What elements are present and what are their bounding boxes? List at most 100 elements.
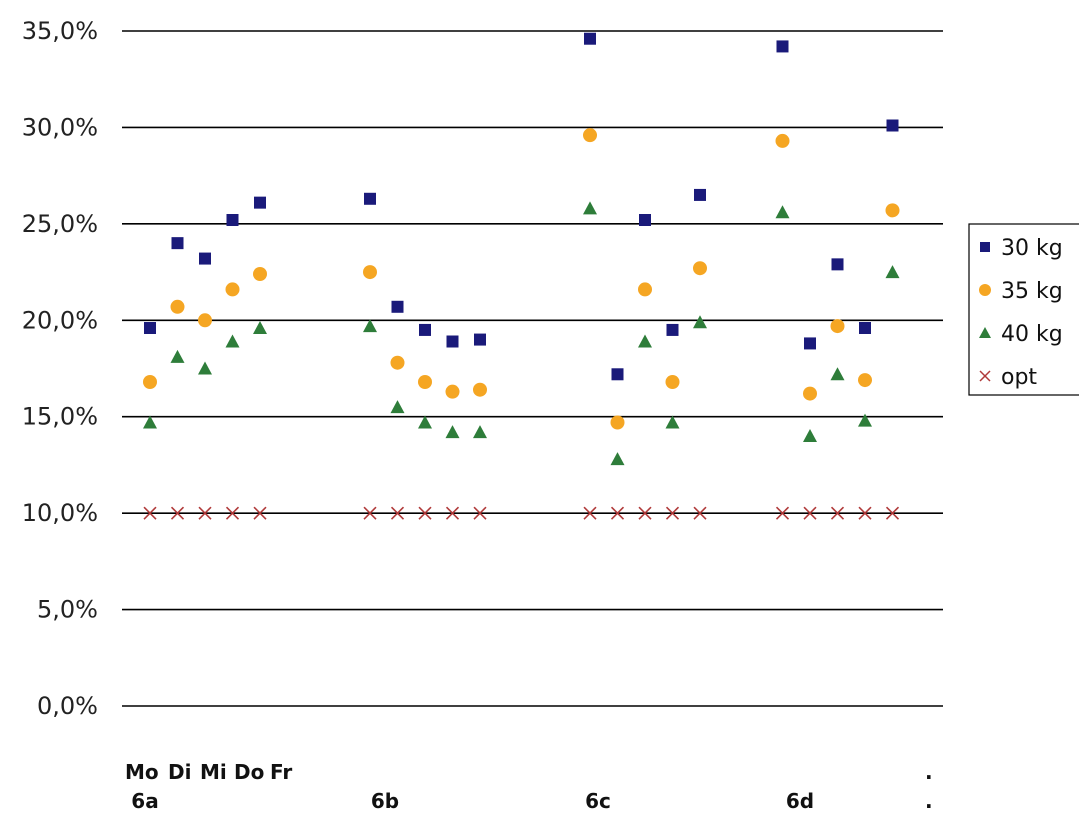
marker-x	[638, 506, 652, 520]
marker-x	[363, 506, 377, 520]
marker-triangle	[253, 321, 267, 334]
marker-x	[583, 506, 597, 520]
marker-triangle	[363, 319, 377, 333]
marker-square	[144, 322, 156, 334]
y-tick-label: 20,0%	[22, 306, 98, 334]
marker-triangle	[418, 415, 432, 429]
day-label: Do	[234, 760, 264, 784]
y-tick-label: 0,0%	[37, 692, 98, 720]
marker-triangle	[198, 361, 212, 375]
marker-triangle	[143, 415, 157, 429]
marker-circle	[143, 375, 157, 389]
marker-x	[858, 506, 872, 520]
marker-circle	[638, 282, 652, 297]
marker-square	[859, 322, 871, 334]
y-tick-label: 15,0%	[22, 403, 98, 431]
marker-square	[666, 323, 679, 336]
marker-x	[418, 506, 432, 520]
legend-label: 35 kg	[1001, 279, 1063, 304]
marker-x	[253, 506, 267, 520]
marker-circle	[390, 355, 405, 370]
x-axis-labels: Mo Di Mi Do Fr 6a 6b 6c 6d..	[125, 760, 933, 813]
data-markers	[143, 32, 900, 520]
marker-x	[225, 506, 240, 520]
marker-x	[390, 506, 405, 520]
marker-square	[419, 323, 431, 336]
marker-circle	[225, 282, 240, 297]
trailing-dot-label: .	[925, 760, 933, 784]
marker-x	[665, 506, 680, 520]
day-label: Mo	[125, 760, 159, 784]
marker-triangle	[803, 429, 817, 442]
legend-label: 30 kg	[1001, 236, 1063, 261]
marker-triangle	[583, 201, 597, 215]
y-tick-label: 10,0%	[22, 499, 98, 527]
class-label: 6c	[585, 789, 611, 813]
legend-marker-circle	[979, 284, 991, 296]
legend-marker-triangle	[979, 327, 991, 338]
marker-square	[254, 196, 266, 209]
marker-x	[693, 506, 707, 520]
legend-label: opt	[1001, 365, 1037, 390]
marker-circle	[803, 386, 817, 401]
legend: 30 kg 35 kg 40 kg opt	[968, 223, 1079, 396]
marker-triangle	[225, 334, 240, 348]
marker-square	[584, 32, 596, 45]
marker-square	[446, 335, 459, 348]
marker-x	[170, 506, 185, 520]
marker-circle	[170, 299, 185, 314]
trailing-dot-label: .	[925, 789, 933, 813]
marker-triangle	[665, 415, 680, 429]
marker-circle	[198, 313, 212, 328]
marker-x	[143, 506, 157, 520]
marker-triangle	[170, 349, 185, 363]
marker-triangle	[830, 367, 845, 381]
marker-circle	[610, 415, 625, 430]
marker-circle	[363, 265, 377, 280]
marker-x	[885, 506, 900, 520]
marker-circle	[665, 375, 680, 389]
marker-square	[171, 237, 184, 250]
marker-x	[803, 506, 817, 520]
marker-circle	[693, 261, 707, 276]
day-label: Fr	[270, 760, 292, 784]
marker-square	[886, 119, 899, 132]
marker-triangle	[775, 205, 790, 219]
marker-circle	[473, 382, 487, 397]
marker-x	[445, 506, 460, 520]
legend-label: 40 kg	[1001, 322, 1063, 347]
marker-square	[831, 258, 844, 271]
y-axis-tick-labels: 0,0% 5,0% 10,0% 15,0% 20,0% 25,0% 30,0% 35,0%	[22, 17, 98, 720]
marker-circle	[858, 373, 872, 388]
marker-x	[830, 506, 845, 520]
marker-circle	[418, 375, 432, 389]
y-tick-label: 35,0%	[22, 17, 98, 45]
marker-square	[474, 333, 486, 346]
y-tick-label: 25,0%	[22, 210, 98, 238]
marker-triangle	[693, 315, 707, 329]
legend-marker-x	[979, 370, 991, 382]
class-label: 6a	[131, 789, 158, 813]
legend-box	[968, 223, 1079, 396]
marker-circle	[885, 203, 900, 218]
marker-triangle	[390, 400, 405, 414]
marker-triangle	[638, 334, 652, 348]
marker-circle	[775, 133, 790, 148]
legend-marker-square	[980, 242, 990, 252]
marker-circle	[583, 128, 597, 143]
marker-square	[804, 337, 816, 350]
day-label: Di	[168, 760, 191, 784]
marker-square	[776, 40, 789, 53]
y-tick-label: 5,0%	[37, 596, 98, 624]
marker-x	[775, 506, 790, 520]
marker-triangle	[610, 452, 625, 466]
class-label: 6b	[371, 789, 399, 813]
grid-lines	[122, 30, 943, 707]
y-tick-label: 30,0%	[22, 113, 98, 141]
marker-x	[473, 506, 487, 520]
marker-circle	[445, 384, 460, 399]
marker-square	[226, 214, 239, 226]
marker-triangle	[473, 425, 487, 439]
marker-square	[639, 214, 651, 226]
